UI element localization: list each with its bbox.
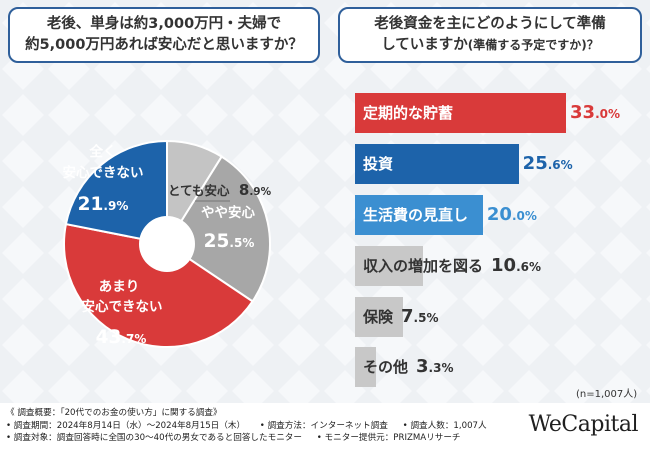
pie-label-group-slice1: やや安心 25.5% bbox=[201, 204, 255, 252]
pie-value-slice2: 43.7% bbox=[96, 327, 147, 348]
pie-chart: とても安心 8.9% やや安心 25.5% あまり 安心できない 43.7% 全… bbox=[63, 139, 272, 348]
pie-value-int-slice3: 21 bbox=[78, 194, 104, 215]
pie-value-slice1: 25.5% bbox=[204, 231, 255, 252]
survey-count: • 調査人数：1,007人 bbox=[402, 420, 487, 431]
pie-value-int-slice1: 25 bbox=[204, 231, 230, 252]
question-left-line1: 老後、単身は約3,000万円・夫婦で bbox=[46, 16, 282, 32]
pie-slice-3 bbox=[64, 139, 168, 246]
pie-label-slice3-line2: 安心できない bbox=[63, 164, 144, 181]
pie-value-int-slice0: 8 bbox=[239, 181, 249, 199]
pie-value-dec-slice1: .5% bbox=[229, 236, 254, 250]
question-right-line2-sub: (準備する予定ですか)？ bbox=[467, 38, 599, 52]
pie-label-slice2-line2: 安心できない bbox=[82, 298, 163, 315]
pie-label-group-slice2: あまり 安心できない 43.7% bbox=[82, 279, 163, 348]
pie-label-slice1: やや安心 bbox=[201, 204, 255, 221]
pie-label-slice3-line1: 全く bbox=[89, 143, 117, 160]
pie-label-slice2-line1: あまり bbox=[99, 279, 140, 295]
question-left-box: 老後、単身は約3,000万円・夫婦で 約5,000万円あれば安心だと思いますか？ bbox=[8, 7, 320, 63]
survey-provider: • モニター提供元：PRIZMAリサーチ bbox=[316, 433, 461, 443]
wecapital-logo: WeCapital bbox=[528, 412, 639, 437]
pie-label-group-slice3: 全く 安心できない 21.9% bbox=[63, 143, 144, 215]
pie-slice-2 bbox=[63, 222, 254, 348]
pie-value-dec-slice0: .9% bbox=[249, 186, 271, 198]
pie-value-dec-slice3: .9% bbox=[103, 199, 128, 213]
survey-period: • 調査期間：2024年8月14日（水）～2024年8月15日（木） bbox=[6, 420, 246, 431]
pie-value-slice3: 21.9% bbox=[78, 194, 129, 215]
question-right-line1: 老後資金を主にどのようにして準備 bbox=[374, 16, 606, 32]
pie-value-dec-slice2: .7% bbox=[121, 332, 146, 346]
survey-method: • 調査方法：インターネット調査 bbox=[259, 420, 388, 431]
sample-size-note: (n=1,007人) bbox=[576, 389, 638, 400]
question-right-line2: していますか bbox=[381, 37, 468, 53]
footer: 《 調査概要：「20代でのお金の使い方」に関する調査》 • 調査期間：2024年… bbox=[0, 403, 650, 450]
pie-label-slice0: とても安心 bbox=[168, 183, 230, 198]
survey-target: • 調査対象：調査回答時に全国の30～40代の男女であると回答したモニター bbox=[6, 433, 302, 443]
question-left-line2: 約5,000万円あれば安心だと思いますか？ bbox=[25, 37, 303, 53]
pie-center-hole bbox=[139, 216, 195, 272]
pie-outside-label: とても安心 8.9% bbox=[168, 181, 272, 199]
pie-slice-1 bbox=[165, 155, 271, 303]
question-right-box: 老後資金を主にどのようにして準備 していますか(準備する予定ですか)？ bbox=[338, 7, 642, 63]
survey-overview: 《 調査概要：「20代でのお金の使い方」に関する調査》 bbox=[6, 408, 222, 418]
pie-value-int-slice2: 43 bbox=[96, 327, 122, 348]
